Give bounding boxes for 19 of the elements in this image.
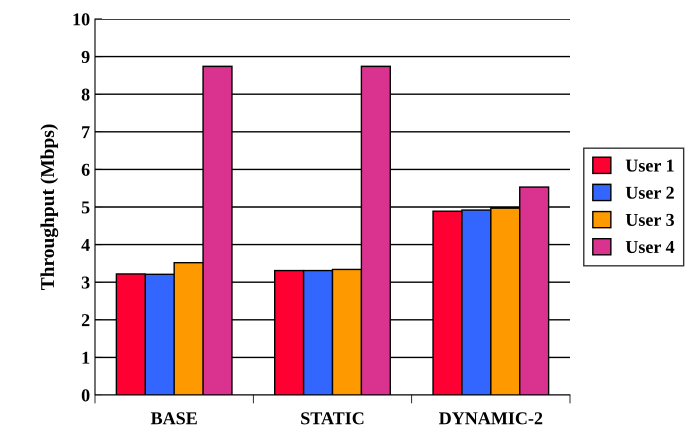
legend-label: User 4	[626, 241, 674, 254]
y-tick-label: 1	[82, 352, 90, 364]
y-tick-label: 10	[74, 13, 90, 26]
y-tick-label: 7	[82, 126, 90, 138]
y-tick-label: 2	[82, 314, 90, 326]
x-tick-label: STATIC	[301, 412, 364, 424]
y-tick-label: 6	[82, 164, 90, 176]
legend-label: User 3	[626, 214, 674, 226]
y-tick-label: 8	[82, 88, 90, 101]
y-tick-label: 9	[82, 50, 90, 64]
x-tick-label: DYNAMIC-2	[439, 412, 542, 424]
y-tick-label: 4	[81, 238, 90, 251]
y-tick-label: 3	[82, 276, 90, 289]
y-tick-label: 5	[82, 201, 90, 214]
y-tick-label: 0	[82, 389, 90, 402]
x-tick-label: BASE	[150, 412, 197, 424]
legend-label: User 2	[626, 186, 674, 199]
y-axis-title: Throughput (Mbps)	[40, 124, 58, 290]
legend-label: User 1	[626, 160, 674, 172]
